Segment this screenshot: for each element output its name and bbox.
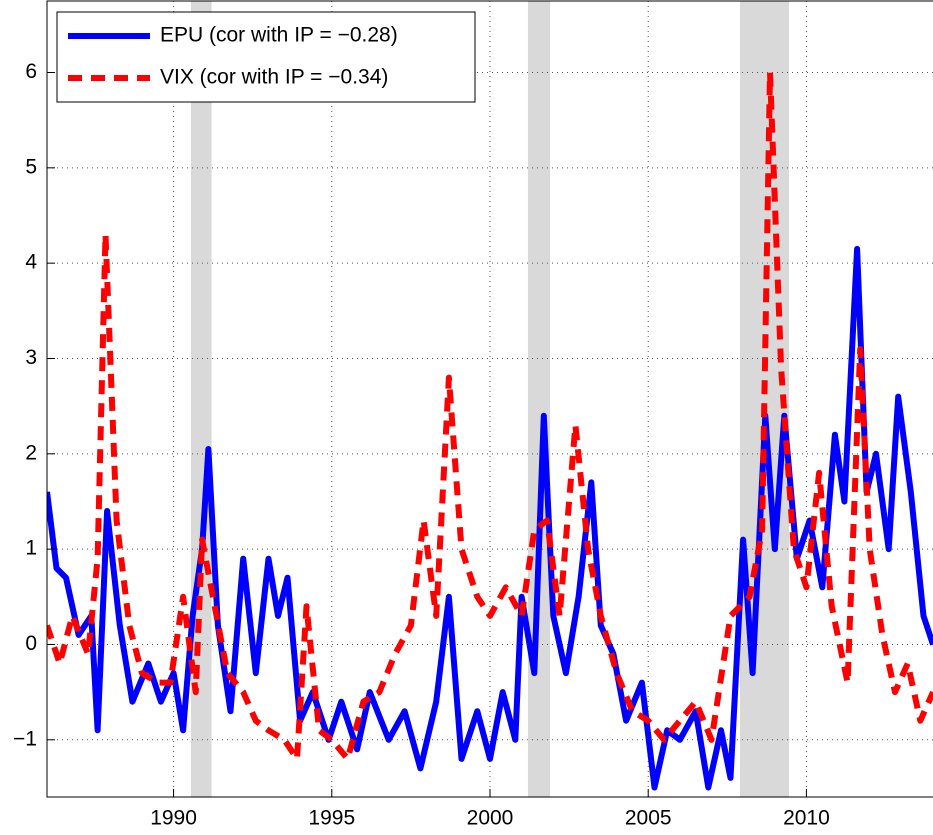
y-tick-label: 2 — [25, 441, 37, 464]
x-tick-label: 2000 — [467, 807, 514, 830]
x-tick-label: 2005 — [625, 807, 672, 830]
y-tick-label: −1 — [13, 727, 37, 750]
y-tick-label: 5 — [25, 155, 37, 178]
x-tick-label: 1995 — [308, 807, 355, 830]
y-tick-label: 0 — [25, 632, 37, 655]
recession-shade — [527, 1, 551, 797]
y-tick-label: 3 — [25, 346, 37, 369]
y-tick-label: 6 — [25, 60, 37, 83]
series-line — [47, 69, 933, 762]
x-tick-label: 2010 — [783, 807, 830, 830]
legend-label: VIX (cor with IP = −0.34) — [160, 66, 388, 89]
y-tick-label: 1 — [25, 537, 37, 560]
legend-box — [56, 11, 476, 103]
x-tick-label: 1990 — [150, 807, 197, 830]
axes-frame — [46, 0, 933, 798]
legend: EPU (cor with IP = −0.28) VIX (cor with I… — [56, 11, 476, 103]
legend-label: EPU (cor with IP = −0.28) — [160, 24, 398, 47]
y-tick-label: 4 — [25, 251, 37, 274]
plot-area — [47, 1, 933, 797]
